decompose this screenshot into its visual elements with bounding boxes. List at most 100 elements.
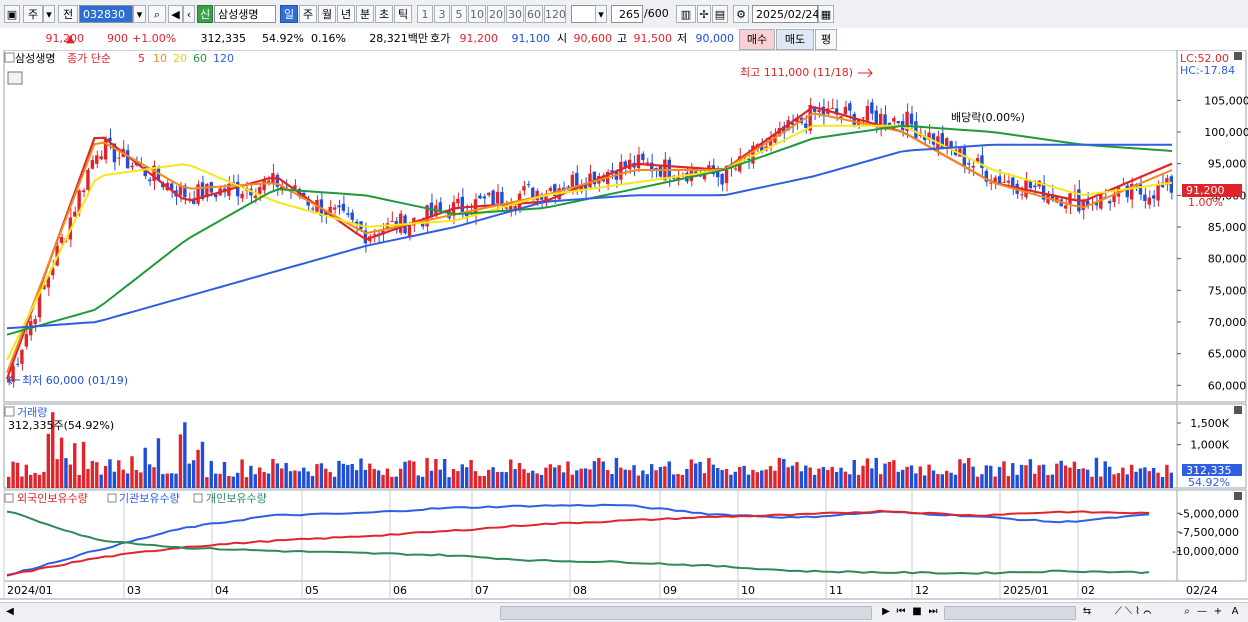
gear-icon[interactable]: ⚙ [733,5,749,23]
scroll-thumb[interactable] [500,606,872,620]
volume-bar [394,476,398,488]
minute-unit-2[interactable]: 5 [451,5,467,23]
volume-bar [865,458,870,488]
calendar-icon[interactable]: ▦ [818,5,834,23]
volume-bar [372,468,376,488]
x-tick-label: 08 [573,584,587,597]
volume-bar [1143,467,1147,488]
bid-price: 91,100 [511,32,551,45]
zoom-in-icon[interactable]: + [1213,606,1223,617]
tool-icons[interactable]: ⟋ ⟍ ⌇ ⌒ [1114,606,1152,617]
period-tab-1[interactable]: 주 [299,5,317,23]
volume-bar [152,467,156,488]
minute-unit-5[interactable]: 30 [506,5,524,23]
count-input[interactable]: 265 [611,5,643,23]
volume-bar [751,469,755,488]
chevron-down-icon[interactable]: ▾ [43,5,55,23]
period-tab-5[interactable]: 초 [375,5,393,23]
date-input[interactable]: 2025/02/24 [752,5,819,23]
volume-bar [720,470,724,488]
volume-bar [390,476,394,488]
stop-icon[interactable]: ■ [912,606,922,617]
candle-body [716,170,720,178]
candle-body [1125,185,1129,198]
volume-bar [997,466,1002,488]
candle-body [795,117,799,123]
play-icon[interactable]: ▶ [882,606,890,617]
slider-icon[interactable]: ⇆ [1082,606,1092,617]
volume-bar [967,457,971,488]
change-pct: +1.00% [132,32,177,45]
scroll-bar-area: ◀ ▶ ⏮ ■ ⏭ ⇆ ⟋ ⟍ ⌇ ⌒ ⌕ — + A [0,602,1248,622]
volume-bar [962,463,967,488]
volume-bar [1028,459,1033,488]
volume-tag [1182,464,1242,476]
volume-bar [244,477,249,488]
chevron-left-icon[interactable]: ‹ [183,5,195,23]
eval-button[interactable]: 평 [815,29,837,50]
period-tab-4[interactable]: 분 [356,5,374,23]
zoom-out-icon[interactable]: — [1197,606,1207,617]
volume-bar [953,474,958,488]
table-toggle-icon[interactable] [7,71,23,85]
volume-bar [416,475,420,488]
sell-button[interactable]: 매도 [776,29,814,50]
chevron-down-icon[interactable]: ▾ [595,5,607,23]
volume-bar [403,461,407,488]
volume-bar [905,466,909,488]
period-tab-2[interactable]: 월 [318,5,336,23]
volume-bar [33,472,37,488]
volume-bar [425,457,429,488]
period-tab-6[interactable]: 틱 [394,5,412,23]
minute-unit-1[interactable]: 3 [434,5,450,23]
candle-body [143,166,147,177]
minute-unit-3[interactable]: 10 [468,5,486,23]
period-tab-0[interactable]: 일 [280,5,298,23]
volume-bar [266,473,271,488]
candle-type-icon[interactable]: ▥ [676,5,696,23]
minute-unit-7[interactable]: 120 [544,5,566,23]
candle-body [702,172,707,180]
x-tick-label-last: 02/24 [1186,584,1218,597]
scroll-left-icon[interactable]: ◀ [6,606,14,617]
candle-body [535,190,539,201]
candle-body [905,111,909,132]
candle-body [262,180,266,191]
candle-body [531,187,535,200]
minute-unit-4[interactable]: 20 [487,5,505,23]
candle-body [654,167,658,170]
candle-body [1129,184,1134,200]
panel-close-icon[interactable] [1234,492,1242,500]
search-icon[interactable]: ⌕ [1184,606,1190,617]
save-icon[interactable]: ▤ [712,5,728,23]
candle-body [724,165,729,184]
candle-body [760,143,764,152]
volume-bar [398,468,403,488]
candle-body [51,268,55,276]
scope-select[interactable]: 전 [58,5,78,23]
chevron-down-icon[interactable]: ▾ [133,5,146,23]
minute-unit-6[interactable]: 60 [525,5,543,23]
volume-bar [834,471,839,488]
panel-close-icon[interactable] [1234,52,1242,60]
forward-icon[interactable]: ⏭ [928,606,938,617]
font-size-icon[interactable]: A [1231,606,1239,617]
stock-name-field[interactable]: 삼성생명 [214,5,276,23]
buy-button[interactable]: 매수 [739,29,775,50]
speaker-icon[interactable]: ◀ [168,5,183,23]
search-icon[interactable]: ⌕ [148,5,166,23]
zoom-track[interactable] [944,606,1076,620]
code-input[interactable]: 032830 [79,5,133,23]
volume-bar [843,471,848,488]
period-tab-3[interactable]: 년 [337,5,355,23]
candle-body [103,139,108,160]
minute-unit-0[interactable]: 1 [417,5,433,23]
candle-body [509,205,513,211]
crosshair-icon[interactable]: ✢ [697,5,711,23]
mode-select[interactable]: 주 [23,5,43,23]
rewind-icon[interactable]: ⏮ [896,606,906,617]
panel-close-icon[interactable] [1234,406,1242,414]
volume-bar [121,469,125,488]
layout-icon[interactable]: ▣ [4,5,20,23]
volume-bar [187,463,191,488]
